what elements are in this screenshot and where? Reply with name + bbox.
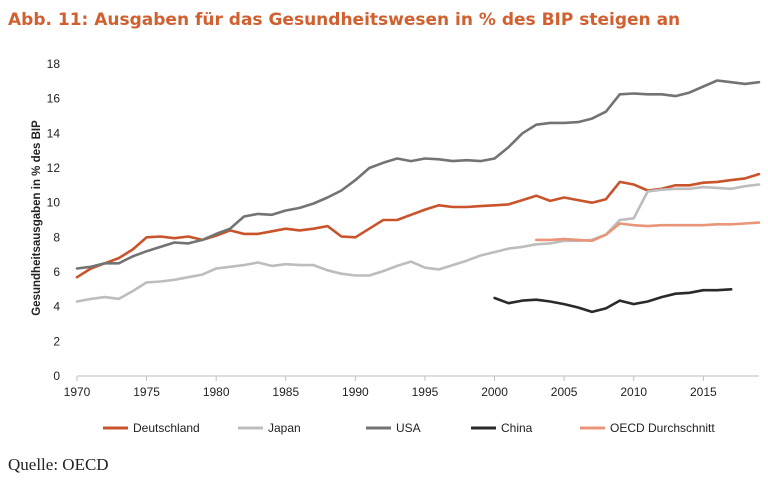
y-axis-label: Gesundheitsausgaben in % des BIP [31, 120, 43, 316]
x-tick-label: 1975 [133, 385, 160, 399]
y-tick-label: 8 [53, 230, 60, 244]
axes: 0 2 4 6 8 10 12 14 16 18 1970 1975 1980 1985 1990 1995 2… [47, 57, 759, 399]
y-tick-label: 0 [53, 369, 60, 383]
y-tick-label: 4 [53, 300, 60, 314]
y-tick-label: 6 [53, 265, 60, 279]
y-tick-label: 10 [47, 196, 61, 210]
legend-label-japan: Japan [268, 421, 301, 435]
x-tick-label: 1970 [64, 385, 91, 399]
x-tick-label: 2005 [551, 385, 578, 399]
x-tick-label: 1995 [412, 385, 439, 399]
chart-title: Abb. 11: Ausgaben für das Gesundheitswes… [8, 10, 681, 30]
y-tick-label: 2 [53, 334, 60, 348]
legend-label-oecd-durchschnitt: OECD Durchschnitt [610, 421, 715, 435]
y-tick-label: 18 [47, 57, 61, 71]
series-line-japan [75, 183, 761, 303]
x-tick-label: 1990 [342, 385, 369, 399]
y-tick-label: 12 [47, 161, 61, 175]
series-line-deutschland [75, 172, 761, 279]
y-tick-label: 16 [47, 92, 61, 106]
series-line-usa [75, 79, 761, 270]
x-tick-label: 1980 [203, 385, 230, 399]
legend-label-deutschland: Deutschland [133, 421, 200, 435]
series-lines [75, 79, 761, 314]
series-line-china [493, 287, 733, 314]
legend-label-usa: USA [396, 421, 421, 435]
x-tick-label: 1985 [272, 385, 299, 399]
legend: Deutschland Japan USA China OECD Durchschnit… [103, 421, 715, 435]
y-tick-label: 14 [47, 126, 61, 140]
x-tick-label: 2000 [481, 385, 508, 399]
x-tick-label: 2015 [690, 385, 717, 399]
x-tick-label: 2010 [620, 385, 647, 399]
legend-label-china: China [501, 421, 533, 435]
source-note: Quelle: OECD [8, 455, 109, 474]
series-line-oecd-durchschnitt [534, 221, 761, 243]
